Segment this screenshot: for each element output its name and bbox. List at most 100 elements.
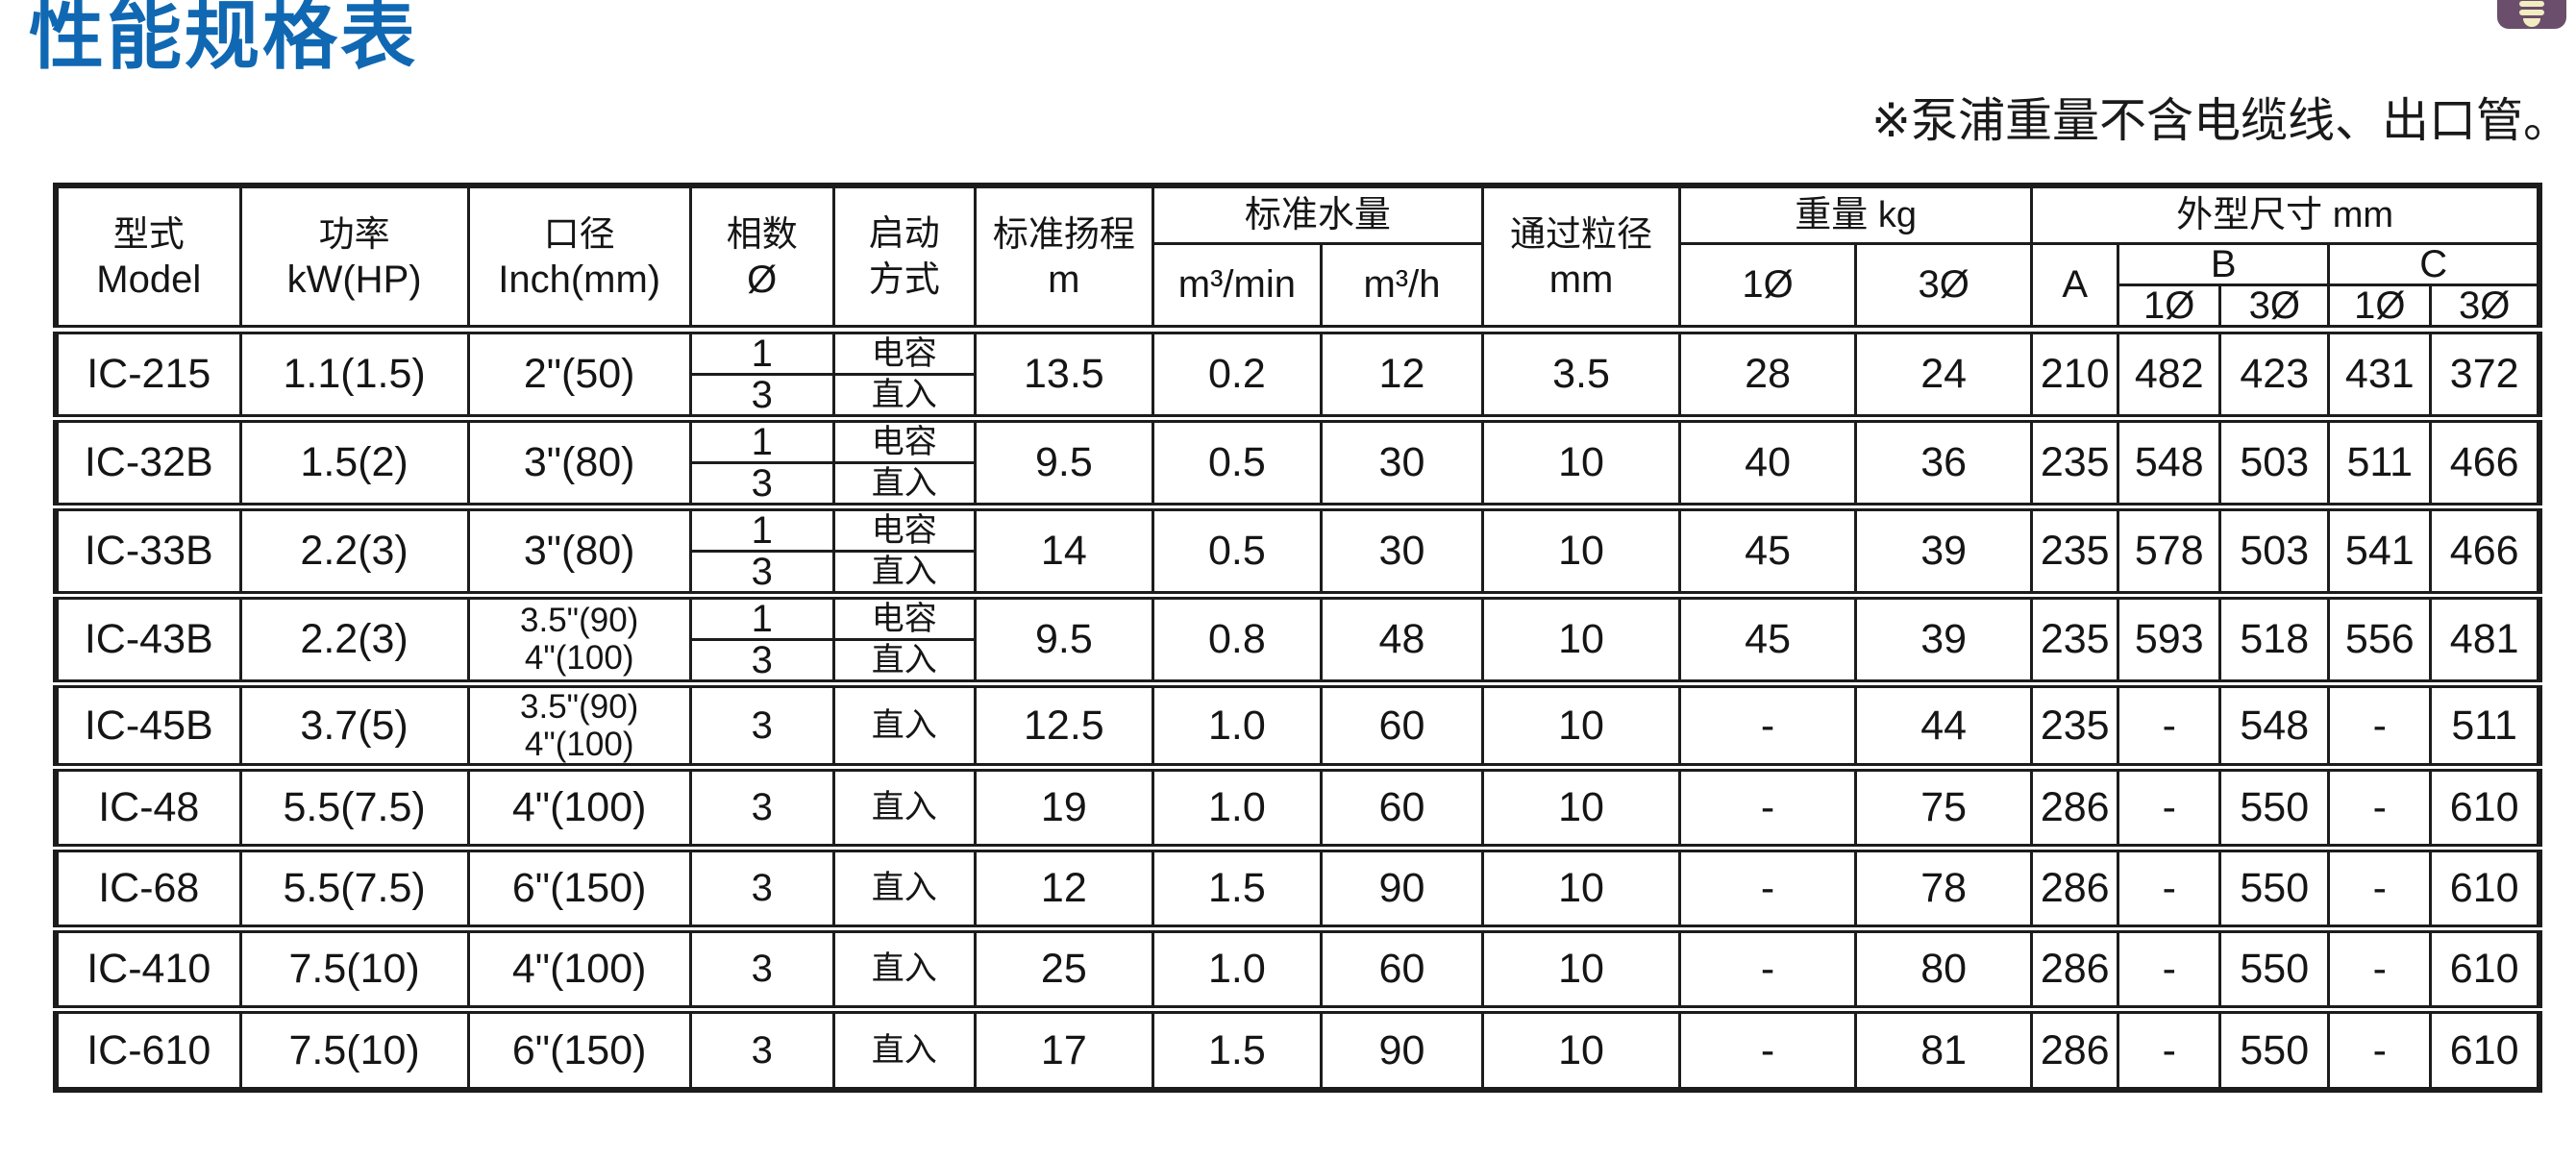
cell-head: 9.5 [973, 413, 1154, 508]
cell-start: 直入 [831, 762, 977, 850]
cell-dim-c-3ph: 466 [2429, 413, 2541, 508]
cell-flow-m3min: 1.5 [1151, 1004, 1323, 1092]
cell-model: IC-410 [54, 924, 242, 1011]
cell-weight-3ph: 80 [1854, 924, 2034, 1011]
cell-dim-c-3ph: 511 [2429, 678, 2541, 769]
cell-dim-c-3ph: 610 [2429, 843, 2541, 930]
cell-flow-m3h: 30 [1319, 413, 1484, 508]
cell-dim-b-1ph: 548 [2117, 413, 2222, 508]
cell-particle: 3.5 [1480, 328, 1682, 420]
cell-flow-m3min: 1.0 [1151, 924, 1323, 1011]
cell-weight-3ph: 81 [1854, 1004, 2034, 1092]
cell-weight-1ph: - [1678, 762, 1858, 850]
cell-head: 12 [973, 843, 1154, 930]
cell-head: 9.5 [973, 590, 1154, 685]
header-dim-b-1ph: 1Ø [2117, 283, 2222, 331]
cell-dim-c-1ph: - [2327, 924, 2433, 1011]
cell-flow-m3min: 0.5 [1151, 413, 1323, 508]
cell-head: 17 [973, 1004, 1154, 1092]
cell-dim-b-1ph: 482 [2117, 328, 2222, 420]
header-dim-a: A [2030, 241, 2120, 331]
cell-flow-m3min: 0.5 [1151, 502, 1323, 597]
cell-particle: 10 [1480, 924, 1682, 1011]
cell-head: 12.5 [973, 678, 1154, 769]
cell-weight-3ph: 39 [1854, 590, 2034, 685]
cell-start: 直入 [831, 372, 977, 420]
cell-flow-m3h: 90 [1319, 843, 1484, 930]
cell-particle: 10 [1480, 502, 1682, 597]
header-phase: 相数 Ø [688, 184, 835, 331]
cell-weight-3ph: 24 [1854, 328, 2034, 420]
cell-weight-1ph: 40 [1678, 413, 1858, 508]
cell-dim-b-1ph: 578 [2117, 502, 2222, 597]
cell-model: IC-215 [54, 328, 242, 420]
header-row-2: m³/min m³/h 1Ø 3Ø A B C [56, 241, 2541, 331]
table-row: IC-32B 1.5(2) 3"(80) 1 电容 9.5 0.5 30 10 … [54, 413, 2541, 508]
cell-flow-m3min: 0.8 [1151, 590, 1323, 685]
cell-flow-m3min: 1.5 [1151, 843, 1323, 930]
cell-model: IC-45B [54, 678, 242, 769]
cell-power: 5.5(7.5) [238, 843, 470, 930]
cell-dim-a: 286 [2030, 843, 2120, 930]
header-power: 功率 kW(HP) [238, 184, 470, 331]
table-row: IC-33B 2.2(3) 3"(80) 1 电容 14 0.5 30 10 4… [54, 502, 2541, 597]
floating-action-button[interactable] [2497, 0, 2566, 29]
cell-dim-b-1ph: - [2117, 924, 2222, 1011]
cell-dim-b-3ph: 550 [2218, 843, 2331, 930]
cell-dim-c-1ph: 431 [2327, 328, 2433, 420]
cell-weight-1ph: - [1678, 678, 1858, 769]
header-flow-m3min: m³/min [1151, 241, 1323, 331]
cell-start: 直入 [831, 637, 977, 685]
cell-model: IC-68 [54, 843, 242, 930]
cell-particle: 10 [1480, 678, 1682, 769]
header-dimensions: 外型尺寸 mm [2030, 184, 2541, 245]
cell-power: 1.5(2) [238, 413, 470, 508]
cell-dim-b-1ph: - [2117, 762, 2222, 850]
header-dim-c-1ph: 1Ø [2327, 283, 2433, 331]
header-dim-b-3ph: 3Ø [2218, 283, 2331, 331]
cell-weight-1ph: 28 [1678, 328, 1858, 420]
cell-phase: 1 [688, 590, 835, 641]
cell-particle: 10 [1480, 1004, 1682, 1092]
cell-start: 电容 [831, 328, 977, 376]
cell-model: IC-32B [54, 413, 242, 508]
cell-phase: 3 [688, 678, 835, 769]
cell-particle: 10 [1480, 590, 1682, 685]
cell-dim-b-3ph: 423 [2218, 328, 2331, 420]
cell-model: IC-48 [54, 762, 242, 850]
cell-dim-b-3ph: 548 [2218, 678, 2331, 769]
cell-dim-b-3ph: 503 [2218, 413, 2331, 508]
header-head: 标准扬程 m [973, 184, 1154, 331]
cell-dim-b-1ph: 593 [2117, 590, 2222, 685]
cell-bore: 3"(80) [466, 413, 692, 508]
table-row: IC-45B 3.7(5) 3.5"(90) 4"(100) 3 直入 12.5… [54, 678, 2541, 769]
cell-dim-a: 235 [2030, 413, 2120, 508]
cell-weight-3ph: 75 [1854, 762, 2034, 850]
cell-phase: 3 [688, 637, 835, 685]
table-row: IC-43B 2.2(3) 3.5"(90) 4"(100) 1 电容 9.5 … [54, 590, 2541, 685]
cell-dim-a: 235 [2030, 678, 2120, 769]
cell-power: 5.5(7.5) [238, 762, 470, 850]
cell-phase: 1 [688, 328, 835, 376]
cell-weight-1ph: 45 [1678, 590, 1858, 685]
cell-flow-m3min: 1.0 [1151, 678, 1323, 769]
cell-dim-a: 235 [2030, 502, 2120, 597]
cell-weight-1ph: - [1678, 924, 1858, 1011]
cell-head: 19 [973, 762, 1154, 850]
cell-phase: 3 [688, 1004, 835, 1092]
table-row: IC-215 1.1(1.5) 2"(50) 1 电容 13.5 0.2 12 … [54, 328, 2541, 420]
cell-dim-b-3ph: 518 [2218, 590, 2331, 685]
cell-dim-a: 235 [2030, 590, 2120, 685]
cell-dim-c-1ph: - [2327, 678, 2433, 769]
cell-dim-c-1ph: - [2327, 843, 2433, 930]
table-body: IC-215 1.1(1.5) 2"(50) 1 电容 13.5 0.2 12 … [54, 328, 2541, 1092]
cell-dim-c-3ph: 610 [2429, 762, 2541, 850]
cell-dim-c-1ph: 541 [2327, 502, 2433, 597]
header-start-mode: 启动 方式 [831, 184, 977, 331]
cell-power: 2.2(3) [238, 502, 470, 597]
cell-weight-3ph: 44 [1854, 678, 2034, 769]
cell-flow-m3h: 90 [1319, 1004, 1484, 1092]
cell-start: 电容 [831, 502, 977, 553]
cell-dim-b-3ph: 550 [2218, 762, 2331, 850]
